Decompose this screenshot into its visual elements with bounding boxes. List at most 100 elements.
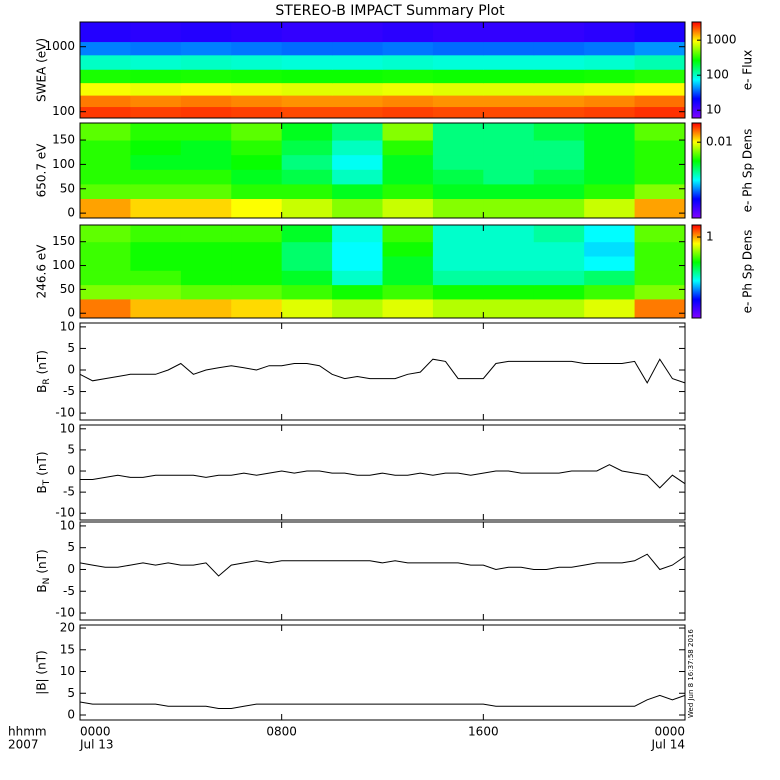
heatmap-cell [80,123,131,141]
heatmap-cell [332,154,383,170]
heatmap-cell [483,298,535,319]
heatmap-cell [180,270,232,286]
heatmap-cell [382,183,434,200]
heatmap-cell [432,298,484,319]
data-line [79,358,686,384]
heatmap-cell [332,183,383,200]
colorbar-label: e- Ph Sp Dens [741,230,755,314]
data-line [79,553,686,577]
heatmap-cell [432,54,484,70]
heatmap-cell [281,95,333,108]
heatmap-cell [432,270,484,286]
heatmap-cell [432,183,484,200]
heatmap-cell [533,183,585,200]
heatmap-cell [533,225,585,243]
heatmap-cell [332,225,383,243]
y-tick-label: 10 [60,518,75,532]
heatmap-cell [130,22,182,43]
heatmap-cell [80,140,131,156]
heatmap-cell [130,198,182,219]
heatmap-cell [180,140,232,156]
heatmap-cell [483,241,535,257]
heatmap-cell [382,270,434,286]
y-tick-label: -10 [55,506,75,520]
heatmap-cell [231,198,283,219]
heatmap-cell [483,41,535,56]
heatmap-cell [382,41,434,56]
plot-frame [79,424,686,521]
y-tick-label: 1000 [44,39,75,53]
heatmap-cell [382,95,434,108]
heatmap-cell [231,69,283,84]
heatmap-cell [432,22,484,43]
heatmap-cell [634,54,686,70]
plot-frame [79,224,686,319]
heatmap-cell [332,169,383,185]
heatmap-cell [281,54,333,70]
heatmap-cell [382,140,434,156]
heatmap-cell [180,123,232,141]
heatmap-cell [80,256,131,271]
heatmap-cell [382,69,434,84]
heatmap-cell [584,198,636,219]
heatmap-cell [584,106,636,119]
heatmap-cell [483,22,535,43]
heatmap-cell [332,298,383,319]
heatmap-cell [180,241,232,257]
heatmap-cell [281,82,333,96]
heatmap-cell [80,106,131,119]
colorbar-tick-label: 100 [706,68,729,82]
colorbar-label: e- Ph Sp Dens [741,129,755,213]
heatmap-cell [130,82,182,96]
heatmap-cell [634,154,686,170]
heatmap-cell [332,284,383,300]
heatmap-cell [483,225,535,243]
heatmap-cell [281,106,333,119]
heatmap-cell [584,140,636,156]
heatmap-cell [281,241,333,257]
heatmap-cell [130,256,182,271]
heatmap-cell [80,82,131,96]
colorbar-tick-label: 10 [706,103,721,117]
heatmap-cell [281,225,333,243]
heatmap-cell [533,69,585,84]
heatmap-cell [180,256,232,271]
plot-frame [79,322,686,421]
heatmap-cell [231,256,283,271]
heatmap-cell [634,298,686,319]
heatmap-cell [80,69,131,84]
heatmap-cell [584,284,636,300]
heatmap-cell [533,95,585,108]
x-tick-label: 0800 [266,725,297,739]
x-tick-label: 0000 [654,725,685,739]
heatmap-cell [634,169,686,185]
heatmap-cell [533,54,585,70]
heatmap-cell [382,106,434,119]
heatmap-cell [634,284,686,300]
heatmap-cell [231,270,283,286]
y-tick-label: 15 [60,642,75,656]
heatmap-cell [332,106,383,119]
heatmap-cell [382,225,434,243]
heatmap-cell [533,270,585,286]
heatmap-cell [483,54,535,70]
x-tick-label: 1600 [468,725,499,739]
heatmap-cell [231,95,283,108]
heatmap-cell [533,140,585,156]
heatmap-cell [231,106,283,119]
y-axis-label-main: B [35,385,49,393]
heatmap-cell [130,54,182,70]
heatmap-cell [281,169,333,185]
heatmap-cell [332,95,383,108]
heatmap-cell [180,225,232,243]
colorbar [691,122,702,219]
data-line [80,464,686,489]
y-axis-label-sub: T [42,479,52,486]
heatmap-cell [382,54,434,70]
heatmap-cell [130,270,182,286]
heatmap-cell [231,140,283,156]
heatmap-cell [180,69,232,84]
heatmap-cell [80,154,131,170]
heatmap-cell [432,284,484,300]
